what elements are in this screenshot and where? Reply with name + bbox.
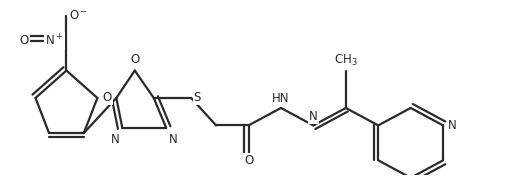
Text: N: N — [309, 110, 318, 123]
Text: O: O — [102, 92, 112, 105]
Text: CH$_3$: CH$_3$ — [334, 53, 358, 68]
Text: O: O — [244, 154, 253, 167]
Text: N$^+$: N$^+$ — [45, 33, 64, 48]
Text: HN: HN — [272, 92, 290, 105]
Text: N: N — [169, 133, 178, 146]
Text: O: O — [130, 53, 140, 65]
Text: O: O — [20, 34, 29, 47]
Text: O$^-$: O$^-$ — [69, 9, 88, 22]
Text: N: N — [111, 133, 120, 146]
Text: S: S — [193, 92, 201, 105]
Text: N: N — [448, 119, 457, 132]
